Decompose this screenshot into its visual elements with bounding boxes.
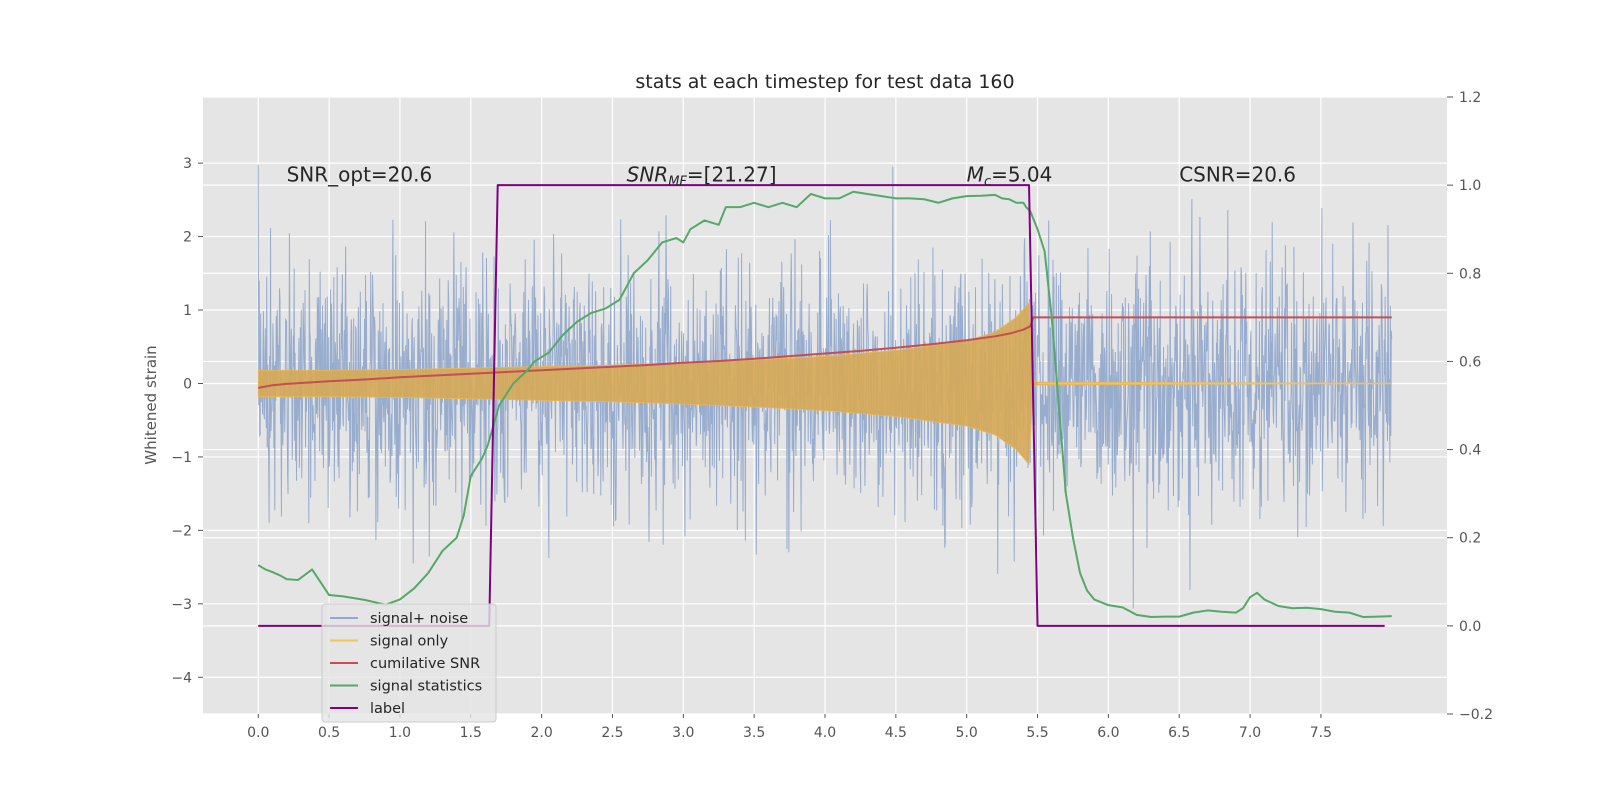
- x-tick-label: 1.0: [389, 725, 411, 741]
- x-tick-label: 1.5: [460, 725, 482, 741]
- y2-tick-label: 0.2: [1459, 531, 1481, 547]
- annotation-text: SNRMF=[21.27]: [627, 162, 777, 189]
- y-tick-label: −1: [171, 450, 192, 466]
- y2-tick-label: 1.0: [1459, 178, 1481, 194]
- y2-tick-label: 0.6: [1459, 354, 1481, 370]
- chart-title: stats at each timestep for test data 160: [635, 71, 1014, 93]
- y-tick-label: −3: [171, 597, 192, 613]
- y-tick-label: 0: [183, 376, 192, 392]
- x-tick-label: 2.5: [601, 725, 623, 741]
- y-axis-label: Whitened strain: [142, 345, 160, 464]
- y2-tick-label: 0.4: [1459, 443, 1481, 459]
- x-tick-label: 2.0: [530, 725, 552, 741]
- axes: 0.0 0.5 1.0 1.5 2.0 2.5 3.0 3.5 4.0 4.5 5.0 5.5 6.0 6…: [171, 90, 1493, 741]
- annotations: SNR_opt=20.6 SNRMF=[21.27] Mc=5.04 CSNR=20.…: [287, 162, 1296, 189]
- x-tick-label: 5.5: [1026, 725, 1048, 741]
- x-tick-label: 0.0: [247, 725, 269, 741]
- annotation-text: CSNR=20.6: [1179, 162, 1296, 186]
- x-tick-label: 3.5: [743, 725, 765, 741]
- x-tick-label: 3.0: [672, 725, 694, 741]
- y-tick-label: 2: [183, 230, 192, 246]
- legend-label: signal only: [370, 634, 449, 650]
- y-tick-label: −2: [171, 523, 192, 539]
- x-tick-label: 6.0: [1097, 725, 1119, 741]
- legend: signal+ noise signal only cumilative SNR si…: [321, 603, 497, 723]
- y-tick-label: 1: [183, 303, 192, 319]
- legend-box: [321, 603, 497, 723]
- y-tick-label: 3: [183, 156, 192, 172]
- x-tick-label: 4.5: [885, 725, 907, 741]
- x-tick-label: 7.0: [1239, 725, 1261, 741]
- x-tick-label: 4.0: [814, 725, 836, 741]
- legend-label: cumilative SNR: [370, 656, 480, 672]
- legend-label: signal+ noise: [370, 611, 468, 627]
- series-line-cumilative-snr: [258, 316, 1392, 389]
- x-tick-label: 7.5: [1310, 725, 1332, 741]
- annotation-text: Mc=5.04: [967, 162, 1053, 189]
- legend-label: label: [370, 701, 405, 717]
- y2-tick-label: −0.2: [1459, 707, 1493, 723]
- x-tick-label: 0.5: [318, 725, 340, 741]
- x-tick-label: 6.5: [1168, 725, 1190, 741]
- legend-label: signal statistics: [370, 679, 482, 695]
- series-line-signal-statistics: [257, 190, 1392, 619]
- y2-tick-label: 0.0: [1459, 619, 1481, 635]
- y2-tick-label: 0.8: [1459, 266, 1481, 282]
- y-tick-label: −4: [171, 670, 192, 686]
- y2-tick-label: 1.2: [1459, 90, 1481, 106]
- x-tick-label: 5.0: [956, 725, 978, 741]
- annotation-text: SNR_opt=20.6: [287, 162, 433, 186]
